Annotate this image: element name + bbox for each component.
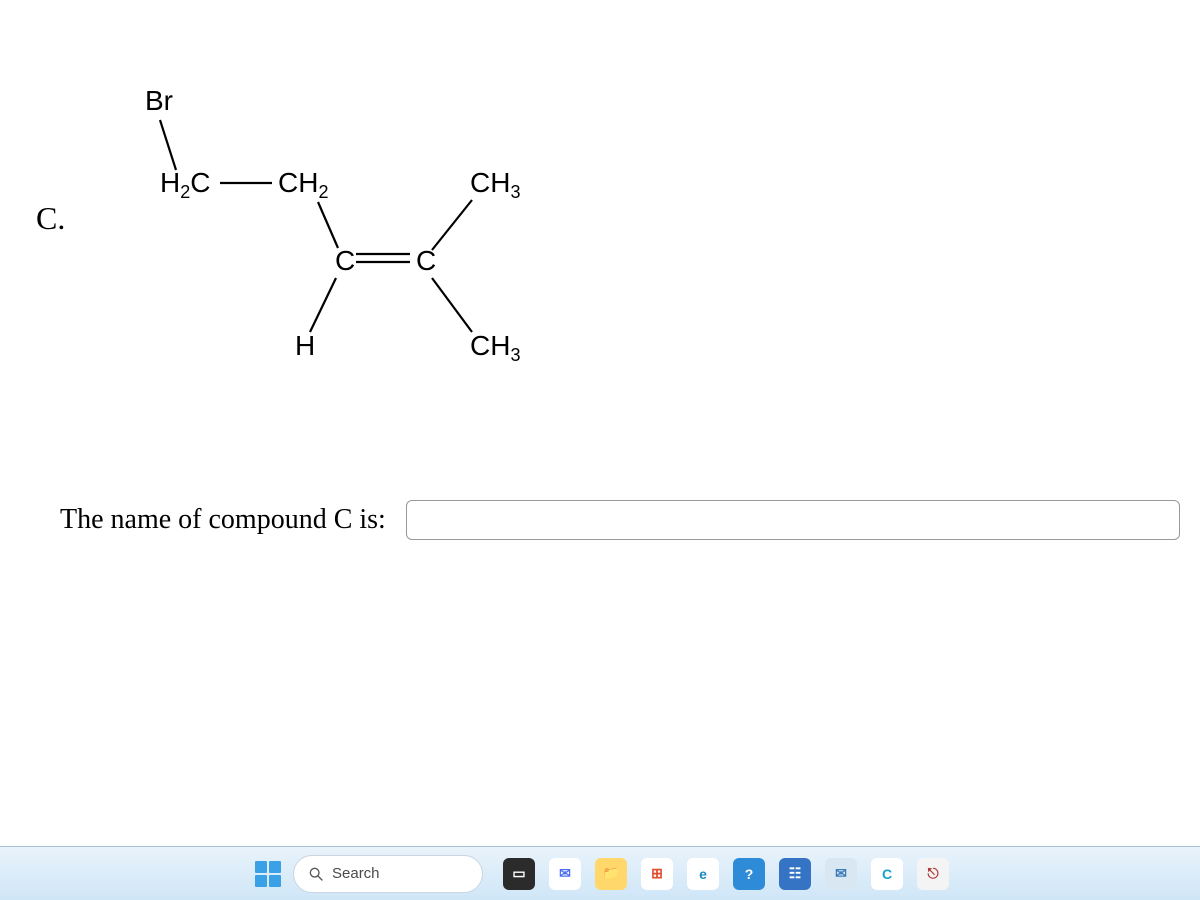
problem-label: C. [36,200,65,237]
start-button[interactable] [251,857,285,891]
answer-input[interactable] [406,500,1180,540]
taskbar-edge-icon[interactable]: e [687,858,719,890]
quiz-content: C. Br H2C CH2 C C H CH3 CH3 The name of compoun… [0,0,1200,846]
taskbar-help-icon[interactable]: ? [733,858,765,890]
taskbar-chat-icon[interactable]: ✉ [549,858,581,890]
taskbar-app-icon[interactable]: ⎋ [917,858,949,890]
taskbar-calendar-icon[interactable]: ☷ [779,858,811,890]
atom-label: H2C [160,167,210,202]
taskbar-mail-icon[interactable]: ✉ [825,858,857,890]
bond [432,278,472,332]
windows-logo-quadrant [255,875,267,887]
bond [432,200,472,250]
taskbar: Search ▭ ✉ 📁 ⊞ e? ☷ ✉ C ⎋ [0,846,1200,900]
taskbar-explorer-icon[interactable]: 📁 [595,858,627,890]
taskbar-search[interactable]: Search [293,855,483,893]
taskbar-left: Search [251,855,483,893]
windows-logo-quadrant [269,875,281,887]
atom-label: CH3 [470,167,520,202]
atom-label: CH2 [278,167,328,202]
bond [318,202,338,248]
atom-label: H [295,330,315,361]
atom-label: CH3 [470,330,520,365]
windows-logo-quadrant [255,861,267,873]
taskbar-browser-icon[interactable]: C [871,858,903,890]
taskbar-search-label: Search [332,865,380,882]
taskbar-task-view-icon[interactable]: ▭ [503,858,535,890]
atom-label: Br [145,85,173,116]
bond [310,278,336,332]
question-prompt: The name of compound C is: [60,504,386,536]
chemical-structure: Br H2C CH2 C C H CH3 CH3 [110,70,630,400]
question-row: The name of compound C is: [60,500,1180,540]
taskbar-store-icon[interactable]: ⊞ [641,858,673,890]
atom-label: C [335,245,355,276]
atom-label: C [416,245,436,276]
search-icon [308,866,324,882]
bond [160,120,176,170]
windows-logo-quadrant [269,861,281,873]
taskbar-icons: ▭ ✉ 📁 ⊞ e? ☷ ✉ C ⎋ [503,858,949,890]
